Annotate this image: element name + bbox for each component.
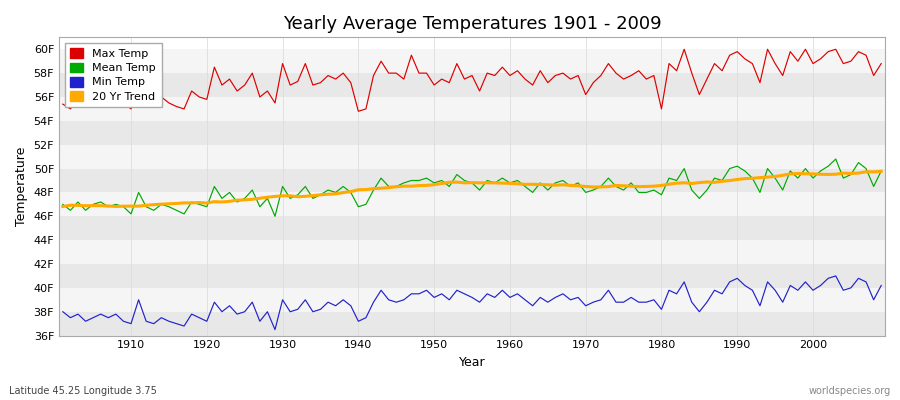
Bar bbox=[59, 312, 885, 336]
Legend: Max Temp, Mean Temp, Min Temp, 20 Yr Trend: Max Temp, Mean Temp, Min Temp, 20 Yr Tre… bbox=[65, 43, 162, 107]
X-axis label: Year: Year bbox=[459, 356, 485, 369]
Y-axis label: Temperature: Temperature bbox=[15, 147, 28, 226]
Text: worldspecies.org: worldspecies.org bbox=[809, 386, 891, 396]
Bar bbox=[59, 288, 885, 312]
Bar bbox=[59, 97, 885, 121]
Text: Latitude 45.25 Longitude 3.75: Latitude 45.25 Longitude 3.75 bbox=[9, 386, 157, 396]
Bar bbox=[59, 264, 885, 288]
Bar bbox=[59, 216, 885, 240]
Bar bbox=[59, 49, 885, 73]
Title: Yearly Average Temperatures 1901 - 2009: Yearly Average Temperatures 1901 - 2009 bbox=[283, 15, 662, 33]
Bar bbox=[59, 145, 885, 168]
Bar bbox=[59, 168, 885, 192]
Bar bbox=[59, 240, 885, 264]
Bar bbox=[59, 121, 885, 145]
Bar bbox=[59, 73, 885, 97]
Bar bbox=[59, 192, 885, 216]
